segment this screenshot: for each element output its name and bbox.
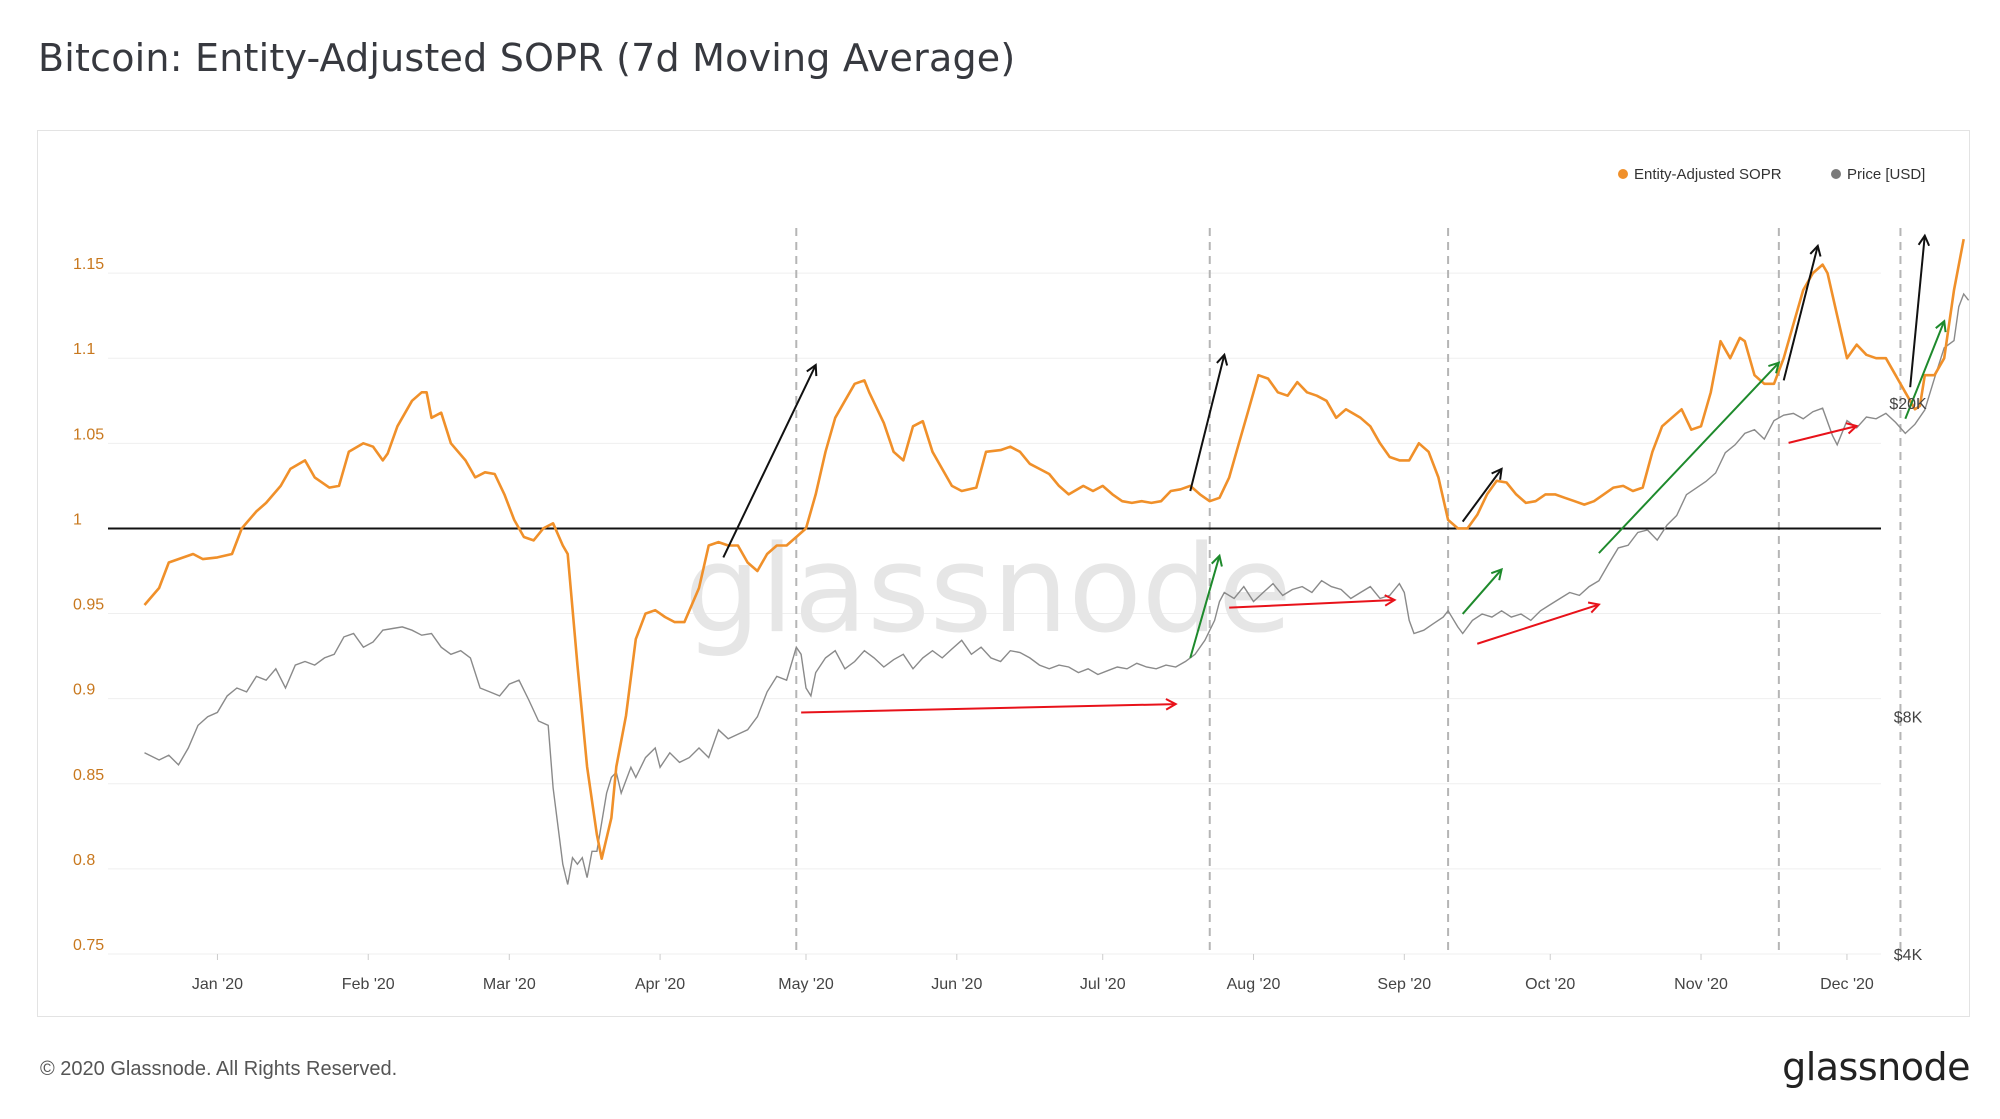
glassnode-logo[interactable]: glassnode: [1782, 1045, 1970, 1089]
price-usd-line: [144, 292, 1970, 885]
black-arrow-head: [1491, 467, 1503, 480]
x-tick-label: Jun '20: [931, 976, 982, 993]
black-arrow-head: [1809, 243, 1822, 257]
red-arrow-line: [1788, 425, 1857, 444]
x-tick-label: Aug '20: [1227, 976, 1281, 993]
x-tick-label: Apr '20: [635, 976, 685, 993]
x-tick-label: Oct '20: [1525, 976, 1575, 993]
y-left-tick-label: 1.15: [73, 256, 104, 273]
legend-sopr-label: Entity-Adjusted SOPR: [1634, 166, 1782, 183]
y-right-tick-label: $4K: [1894, 947, 1923, 964]
y-left-tick-label: 0.85: [73, 767, 104, 784]
x-tick-label: Jul '20: [1080, 976, 1126, 993]
sopr-line: [143, 238, 1965, 861]
x-tick-label: May '20: [778, 976, 834, 993]
black-arrow-line: [722, 364, 817, 558]
black-arrow-head: [1216, 352, 1229, 366]
red-arrow-head: [1845, 422, 1859, 435]
y-left-tick-label: 0.8: [73, 852, 95, 869]
black-arrow-head: [806, 363, 818, 377]
red-arrow-head: [1384, 594, 1397, 607]
chart-svg: glassnode 0.75 0.8 0.85 0.9 0.95 1 1.05 1.1 1.15 $…: [73, 166, 1970, 993]
y-right-tick-label: $8K: [1894, 710, 1923, 727]
black-arrow-line: [1461, 468, 1503, 523]
green-arrow-head: [1211, 553, 1223, 567]
legend-sopr-dot[interactable]: [1618, 169, 1628, 179]
x-tick-label: Feb '20: [342, 976, 395, 993]
x-tick-label: Dec '20: [1820, 976, 1874, 993]
red-arrow-line: [801, 703, 1176, 714]
black-arrow-line: [1782, 245, 1819, 381]
black-arrow-line: [1189, 354, 1226, 492]
chart-title: Bitcoin: Entity-Adjusted SOPR (7d Moving…: [38, 36, 1016, 80]
y-left-tick-label: 0.75: [73, 937, 104, 954]
red-arrow-line: [1476, 603, 1600, 645]
black-arrow-line: [1909, 235, 1926, 388]
chart-panel: glassnode 0.75 0.8 0.85 0.9 0.95 1 1.05 1.1 1.15 $…: [37, 130, 1970, 1017]
y-left-tick-label: 1.05: [73, 426, 104, 443]
x-tick-label: Jan '20: [192, 976, 243, 993]
x-tick-label: Mar '20: [483, 976, 536, 993]
y-left-tick-label: 1.1: [73, 341, 95, 358]
green-arrow-head: [1768, 361, 1781, 374]
green-arrow-head: [1935, 319, 1947, 333]
green-arrow-line: [1461, 568, 1503, 615]
x-tick-label: Sep '20: [1377, 976, 1431, 993]
green-arrow-head: [1490, 567, 1503, 581]
copyright-text: © 2020 Glassnode. All Rights Reserved.: [40, 1058, 398, 1080]
y-left-tick-label: 1: [73, 511, 82, 528]
y-left-tick-label: 0.95: [73, 597, 104, 614]
y-right-tick-label: $20K: [1889, 396, 1927, 413]
red-arrow-head: [1165, 698, 1178, 711]
black-arrow-head: [1917, 233, 1931, 247]
green-arrow-line: [1598, 361, 1780, 554]
red-arrow-line: [1229, 598, 1395, 609]
legend-price-dot[interactable]: [1831, 169, 1841, 179]
green-arrow-line: [1189, 555, 1221, 659]
y-left-tick-label: 0.9: [73, 682, 95, 699]
x-tick-label: Nov '20: [1674, 976, 1728, 993]
red-arrow-head: [1587, 601, 1601, 614]
green-arrow-line: [1904, 320, 1946, 420]
watermark-text: glassnode: [684, 521, 1292, 660]
legend-price-label: Price [USD]: [1847, 166, 1925, 183]
